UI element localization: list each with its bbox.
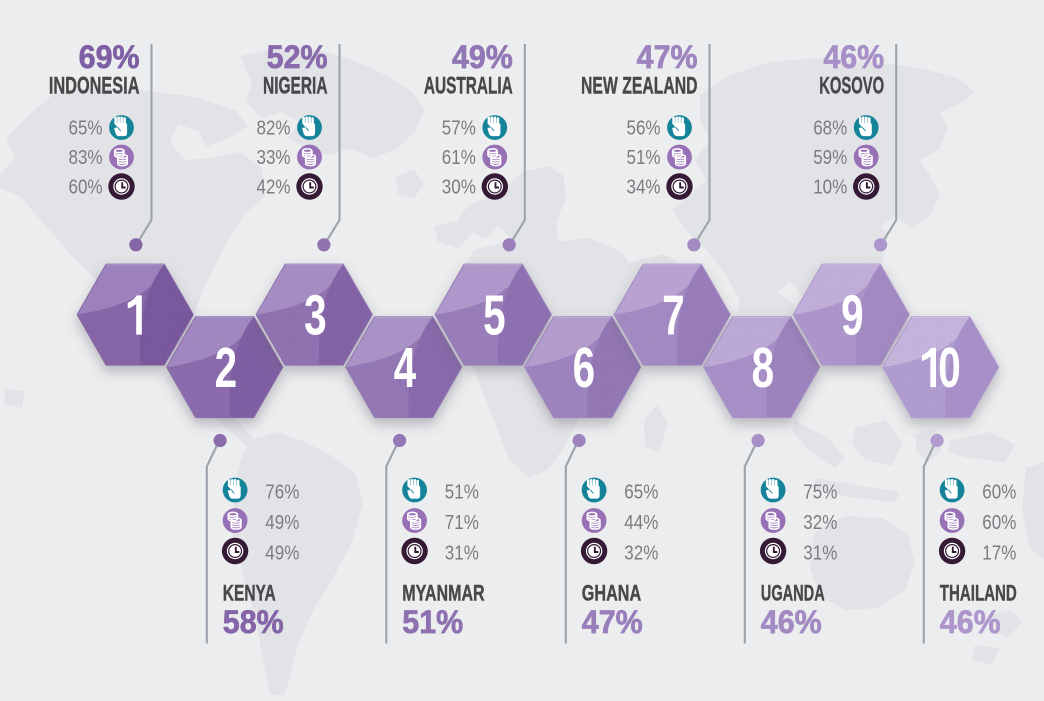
svg-text:60%: 60% — [982, 480, 1016, 503]
svg-text:3: 3 — [304, 284, 327, 347]
svg-text:47%: 47% — [582, 604, 643, 640]
svg-text:49%: 49% — [452, 39, 513, 75]
svg-text:31%: 31% — [445, 541, 479, 564]
svg-text:31%: 31% — [803, 541, 837, 564]
svg-text:51%: 51% — [402, 604, 463, 640]
svg-text:KOSOVO: KOSOVO — [819, 73, 884, 99]
svg-text:46%: 46% — [761, 604, 822, 640]
svg-text:17%: 17% — [982, 541, 1016, 564]
svg-text:47%: 47% — [637, 39, 698, 75]
svg-text:5: 5 — [483, 284, 506, 347]
svg-text:0: 0 — [938, 336, 961, 399]
svg-text:8: 8 — [752, 336, 775, 399]
svg-text:60%: 60% — [982, 510, 1016, 533]
svg-text:71%: 71% — [445, 510, 479, 533]
svg-text:52%: 52% — [267, 39, 328, 75]
svg-text:82%: 82% — [256, 116, 290, 139]
svg-text:42%: 42% — [256, 175, 290, 198]
svg-text:51%: 51% — [626, 146, 660, 169]
svg-text:69%: 69% — [79, 39, 140, 75]
svg-text:57%: 57% — [442, 116, 476, 139]
svg-text:65%: 65% — [68, 116, 102, 139]
svg-text:75%: 75% — [803, 480, 837, 503]
svg-text:59%: 59% — [813, 146, 847, 169]
svg-text:INDONESIA: INDONESIA — [49, 72, 140, 99]
svg-text:60%: 60% — [68, 175, 102, 198]
svg-text:51%: 51% — [445, 480, 479, 503]
svg-text:33%: 33% — [256, 146, 290, 169]
svg-text:56%: 56% — [626, 116, 660, 139]
svg-text:46%: 46% — [940, 604, 1001, 640]
svg-text:9: 9 — [841, 284, 864, 347]
svg-text:83%: 83% — [68, 146, 102, 169]
svg-text:49%: 49% — [265, 510, 299, 533]
svg-text:34%: 34% — [626, 175, 660, 198]
svg-text:32%: 32% — [803, 510, 837, 533]
svg-text:KENYA: KENYA — [223, 582, 276, 606]
svg-text:10%: 10% — [813, 175, 847, 198]
svg-text:GHANA: GHANA — [582, 581, 641, 606]
svg-text:AUSTRALIA: AUSTRALIA — [424, 73, 513, 99]
svg-text:68%: 68% — [813, 116, 847, 139]
svg-text:30%: 30% — [442, 175, 476, 198]
svg-text:MYANMAR: MYANMAR — [402, 581, 484, 606]
svg-text:7: 7 — [662, 284, 685, 347]
svg-text:2: 2 — [215, 336, 238, 399]
svg-text:6: 6 — [573, 336, 596, 399]
svg-text:NIGERIA: NIGERIA — [263, 73, 328, 99]
svg-text:76%: 76% — [265, 480, 299, 503]
svg-text:4: 4 — [394, 336, 417, 399]
svg-text:49%: 49% — [265, 541, 299, 564]
svg-text:44%: 44% — [624, 510, 658, 533]
svg-text:58%: 58% — [223, 604, 284, 640]
svg-text:32%: 32% — [624, 541, 658, 564]
svg-text:NEW ZEALAND: NEW ZEALAND — [581, 73, 697, 99]
svg-text:46%: 46% — [823, 39, 884, 75]
svg-text:UGANDA: UGANDA — [761, 582, 825, 607]
svg-text:65%: 65% — [624, 480, 658, 503]
svg-text:61%: 61% — [442, 146, 476, 169]
svg-text:THAILAND: THAILAND — [940, 582, 1017, 607]
